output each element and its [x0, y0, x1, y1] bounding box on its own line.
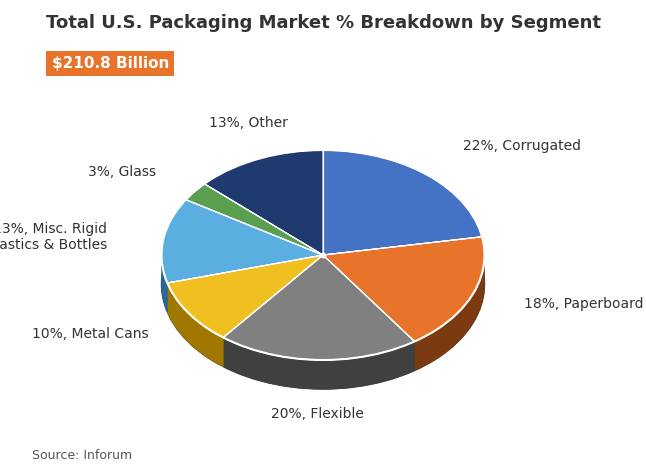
Text: 20%, Flexible: 20%, Flexible: [271, 407, 364, 421]
Text: 13%, Other: 13%, Other: [209, 116, 288, 130]
Polygon shape: [186, 184, 323, 255]
Text: $210.8 Billion: $210.8 Billion: [52, 56, 169, 71]
Text: 13%, Misc. Rigid
Plastics & Bottles: 13%, Misc. Rigid Plastics & Bottles: [0, 222, 107, 252]
Polygon shape: [162, 200, 323, 283]
Text: Source: Inforum: Source: Inforum: [32, 448, 132, 462]
Polygon shape: [323, 237, 484, 341]
Polygon shape: [415, 256, 484, 371]
Polygon shape: [167, 283, 223, 366]
Polygon shape: [323, 150, 482, 255]
Ellipse shape: [162, 179, 484, 389]
Polygon shape: [223, 338, 415, 389]
Polygon shape: [162, 255, 167, 312]
Polygon shape: [223, 255, 415, 360]
Text: 10%, Metal Cans: 10%, Metal Cans: [32, 326, 148, 341]
Text: 18%, Paperboard: 18%, Paperboard: [524, 297, 643, 311]
Text: 3%, Glass: 3%, Glass: [88, 165, 156, 179]
Text: Total U.S. Packaging Market % Breakdown by Segment: Total U.S. Packaging Market % Breakdown …: [45, 14, 601, 32]
Polygon shape: [204, 150, 323, 255]
Text: 22%, Corrugated: 22%, Corrugated: [463, 139, 581, 154]
Polygon shape: [167, 255, 323, 338]
